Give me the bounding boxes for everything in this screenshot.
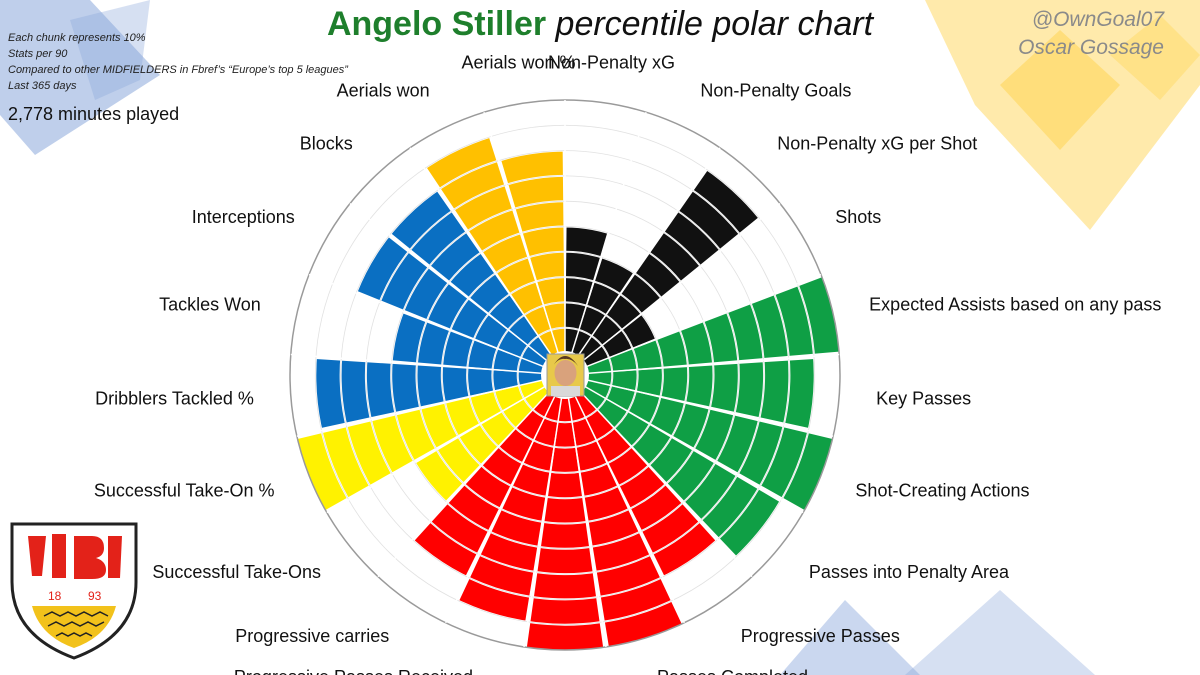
grid-spoke	[326, 385, 547, 514]
metric-label: Progressive Passes	[741, 626, 900, 646]
player-name: Angelo Stiller	[326, 5, 547, 43]
metric-label: Key Passes	[876, 389, 971, 409]
note-line-per90: Stats per 90	[8, 48, 68, 60]
metric-label: Passes Completed	[657, 667, 808, 675]
wedge-bar	[315, 358, 544, 429]
grid-spoke	[523, 396, 563, 648]
deco-shape-yellow-top-right-3	[1110, 15, 1200, 100]
grid-spoke	[377, 390, 551, 578]
metric-label: Interceptions	[192, 207, 295, 227]
grid-spoke	[576, 147, 721, 358]
wedge-bar	[459, 394, 562, 622]
deco-shape-yellow-top-right-2	[1000, 30, 1120, 150]
grid-spoke	[581, 202, 781, 362]
grid-spoke	[308, 273, 545, 368]
metric-label: Successful Take-Ons	[152, 562, 321, 582]
deco-shape-blue-top-left-2	[70, 0, 150, 100]
author-name: Oscar Gossage	[1018, 36, 1164, 59]
metric-label: Blocks	[300, 133, 353, 153]
credits: @OwnGoal07 Oscar Gossage	[1018, 6, 1164, 62]
author-handle: @OwnGoal07	[1031, 8, 1164, 31]
grid-spoke	[579, 390, 753, 578]
note-line-comparison: Compared to other MIDFIELDERS in Fbref’s…	[8, 64, 348, 76]
metric-label: Aerials won	[337, 80, 430, 100]
wedge-bar	[426, 137, 559, 357]
wedge-bar	[568, 394, 682, 647]
wedge-bar	[414, 391, 556, 577]
grid-spoke	[570, 111, 647, 355]
chart-notes: Each chunk represents 10% Stats per 90 C…	[8, 30, 348, 94]
deco-shape-blue-top-left	[0, 0, 160, 155]
metric-label: Tackles Won	[159, 295, 261, 315]
wedge-layer	[290, 100, 840, 650]
metric-label: Progressive Passes Received	[234, 667, 473, 675]
chart-title: Angelo Stiller percentile polar chart	[0, 2, 1200, 46]
grid-spoke	[290, 353, 544, 375]
wedge-bar	[580, 386, 780, 557]
wedge-bar	[415, 386, 550, 502]
metric-label: Aerials won %	[461, 53, 575, 73]
label-layer: Non-Penalty xG Non-Penalty Goals Non-Penal…	[94, 53, 1162, 675]
wedge-bar	[391, 190, 553, 362]
wedge-bar	[565, 226, 608, 354]
metric-label: Non-Penalty xG per Shot	[777, 133, 977, 153]
note-line-period: Last 365 days	[8, 80, 77, 92]
title-suffix: percentile polar chart	[555, 5, 874, 43]
wedge-bar	[584, 380, 833, 510]
wedge-bar	[571, 257, 634, 357]
grid-spoke	[586, 353, 840, 375]
metric-label: Dribblers Tackled %	[95, 389, 254, 409]
metric-label: Expected Assists based on any pass	[869, 295, 1161, 315]
note-line-chunk: Each chunk represents 10%	[8, 32, 146, 44]
wedge-bar	[582, 314, 656, 367]
wedge-bar	[585, 277, 840, 374]
grid-spoke	[585, 273, 822, 368]
metric-label: Progressive carries	[235, 626, 389, 646]
deco-shape-blue-bottom	[780, 600, 920, 675]
deco-shape-blue-bottom-2	[905, 590, 1095, 675]
wedge-bar	[297, 380, 546, 510]
grid-spoke	[483, 111, 560, 355]
grid-layer	[289, 99, 841, 651]
wedge-bar	[356, 236, 548, 367]
grid-spoke	[445, 394, 557, 624]
grid-spoke	[586, 379, 834, 437]
player-photo	[541, 351, 589, 399]
grid-spoke	[296, 379, 544, 437]
metric-label: Passes into Penalty Area	[809, 562, 1010, 582]
wedge-bar	[586, 358, 815, 429]
metric-label: Shot-Creating Actions	[855, 480, 1029, 500]
wedge-bar	[391, 313, 545, 374]
grid-spoke	[573, 394, 685, 624]
grid-spoke	[567, 396, 607, 648]
metric-label: Non-Penalty xG	[548, 53, 675, 73]
crest-year-right: 93	[88, 589, 102, 603]
wedge-bar	[577, 170, 759, 362]
crest-year-left: 18	[48, 589, 62, 603]
grid-spoke	[409, 147, 554, 358]
club-crest-icon: 18 93	[10, 522, 138, 660]
grid-spoke	[349, 202, 549, 362]
wedge-bar	[574, 391, 716, 577]
metric-label: Shots	[835, 207, 881, 227]
metric-label: Successful Take-On %	[94, 480, 275, 500]
minutes-played: 2,778 minutes played	[8, 104, 180, 124]
grid-spoke	[583, 385, 804, 514]
metric-label: Non-Penalty Goals	[700, 80, 851, 100]
